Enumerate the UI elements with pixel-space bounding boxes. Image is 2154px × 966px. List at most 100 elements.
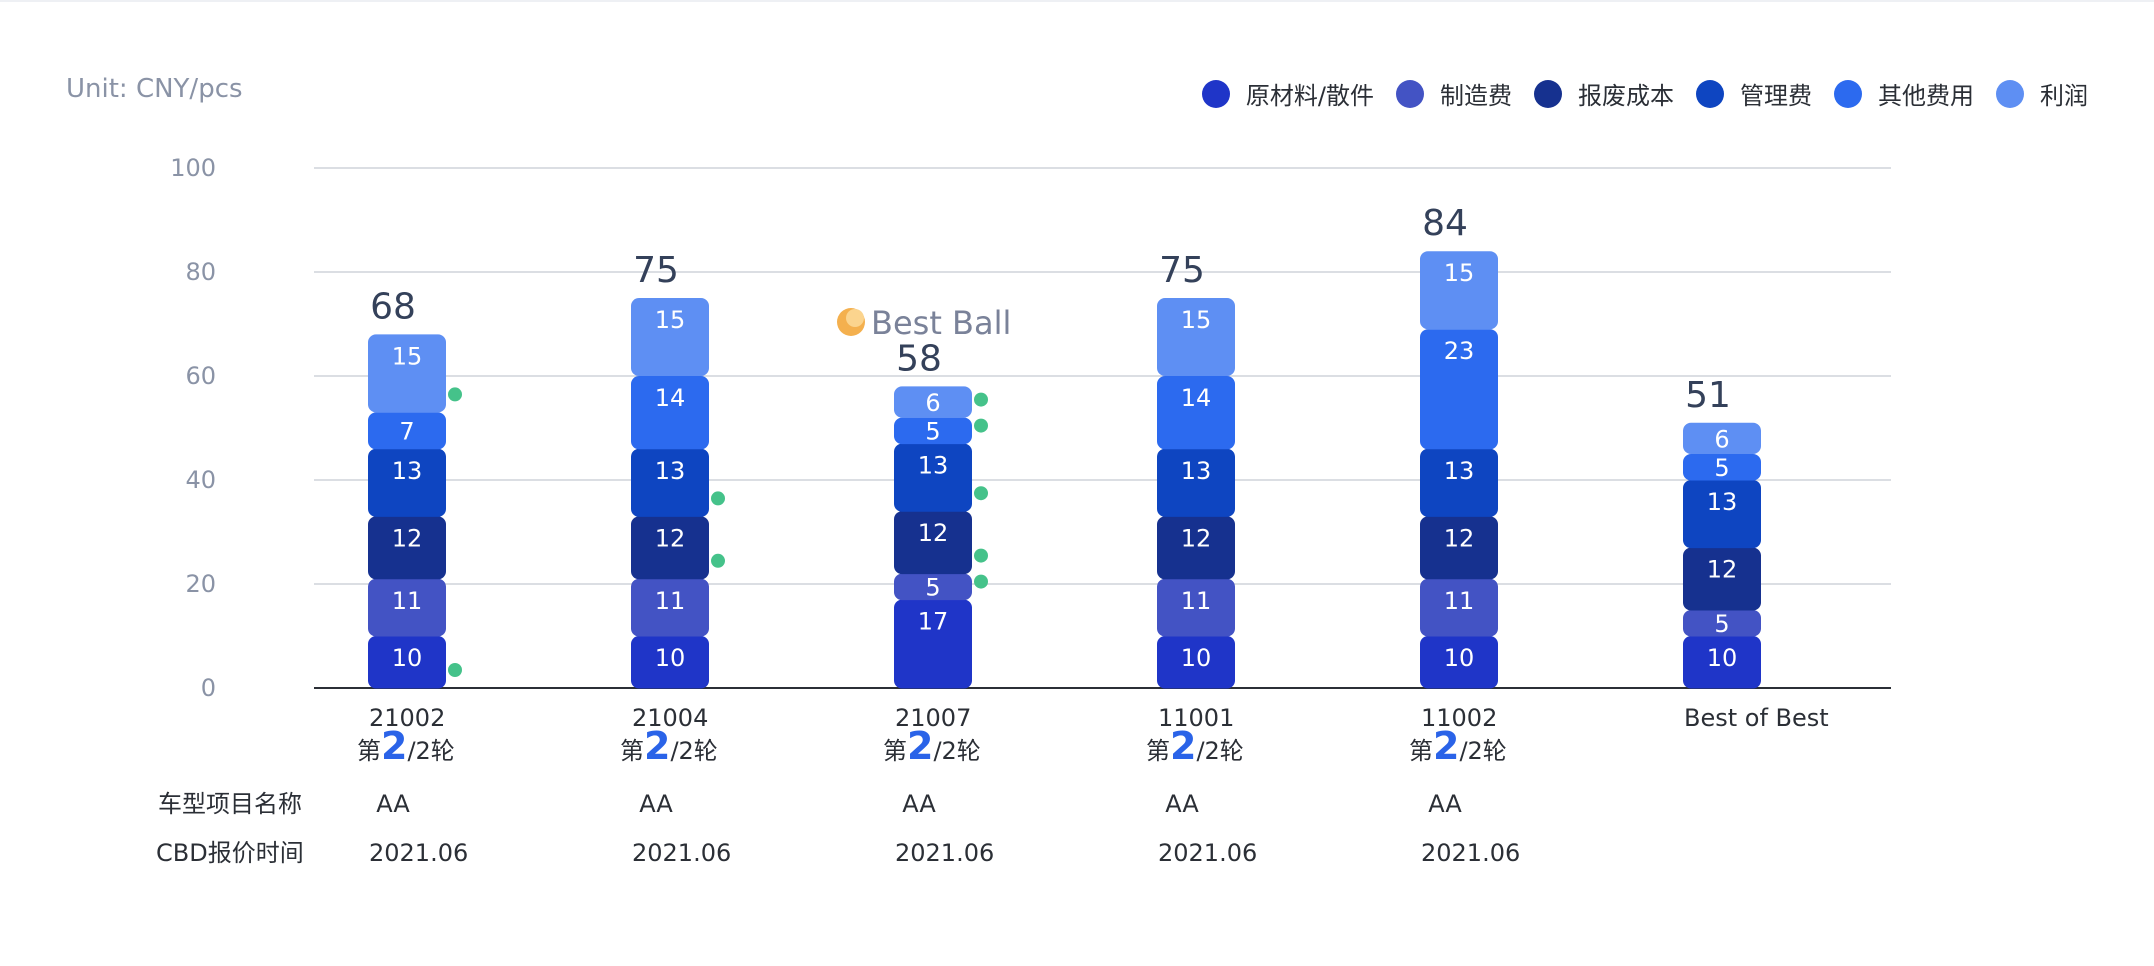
round-label: 第2/2轮 (357, 724, 455, 768)
legend-item[interactable]: 报废成本 (1534, 76, 1674, 111)
vehicle-value: AA (639, 790, 673, 818)
bar-segment (1420, 578, 1498, 637)
segment-label: 11 (1444, 587, 1475, 615)
legend-label: 报废成本 (1578, 82, 1674, 110)
segment-label: 14 (1181, 384, 1212, 412)
y-tick-label: 40 (185, 466, 216, 494)
round-number: 2 (907, 724, 933, 768)
round-number: 2 (1170, 724, 1196, 768)
vehicle-value: AA (1165, 790, 1199, 818)
legend-item[interactable]: 利润 (1996, 76, 2088, 111)
bar-segment (368, 636, 446, 689)
best-marker-dot (448, 387, 462, 402)
segment-label: 13 (1181, 457, 1212, 485)
vehicle-row-label: 车型项目名称 (158, 790, 302, 818)
bar-segment (894, 599, 972, 689)
vehicle-value: AA (376, 790, 410, 818)
bar-segment (1683, 547, 1761, 611)
best-marker-dot (711, 491, 725, 506)
date-value: 2021.06 (369, 839, 468, 867)
best-marker-dot (974, 418, 988, 433)
bar-segment (1420, 516, 1498, 580)
y-tick-label: 0 (201, 674, 216, 702)
bar-segment (368, 448, 446, 517)
segment-label: 5 (925, 574, 940, 602)
segment-label: 17 (918, 608, 949, 636)
bar-segment (894, 443, 972, 512)
segment-label: 15 (655, 306, 686, 334)
bar-segment (1683, 422, 1761, 454)
round-prefix: 第 (883, 737, 907, 765)
segment-label: 11 (1181, 587, 1212, 615)
round-label: 第2/2轮 (883, 724, 981, 768)
bar-segment (1157, 636, 1235, 689)
segment-label: 15 (1444, 259, 1475, 287)
segment-label: 10 (1444, 644, 1475, 672)
date-value: 2021.06 (632, 839, 731, 867)
legend: 原材料/散件 制造费 报废成本 管理费 其他费用 利润 (1201, 76, 2088, 111)
bar-segment (1157, 448, 1235, 517)
segment-label: 7 (399, 418, 414, 446)
bar-segment (631, 376, 709, 450)
round-suffix: /2轮 (670, 737, 717, 765)
segment-label: 6 (1714, 425, 1729, 453)
legend-item[interactable]: 制造费 (1396, 76, 1512, 111)
round-prefix: 第 (620, 737, 644, 765)
best-marker-dot (974, 486, 988, 501)
segment-label: 5 (925, 418, 940, 446)
bar-segment (631, 298, 709, 376)
segment-label: 12 (1707, 556, 1738, 584)
legend-item[interactable]: 原材料/散件 (1201, 76, 1374, 111)
legend-label: 原材料/散件 (1245, 82, 1374, 110)
legend-label: 管理费 (1740, 82, 1812, 110)
vehicle-value: AA (902, 790, 936, 818)
date-value: 2021.06 (1421, 839, 1520, 867)
round-number: 2 (381, 724, 407, 768)
category-label: 21004 (632, 704, 708, 732)
legend-item[interactable]: 管理费 (1696, 76, 1812, 111)
best-marker-dot (974, 548, 988, 563)
round-prefix: 第 (1409, 737, 1433, 765)
bar-segment (631, 578, 709, 637)
segment-label: 5 (1714, 610, 1729, 638)
total-label: 75 (633, 250, 679, 291)
bar-segment (1157, 298, 1235, 376)
bar-segment (368, 334, 446, 413)
legend-item[interactable]: 其他费用 (1834, 76, 1974, 111)
round-label: 第2/2轮 (620, 724, 718, 768)
total-label: 68 (370, 286, 416, 327)
segment-label: 12 (1181, 524, 1212, 552)
bar-segment (1157, 516, 1235, 580)
legend-swatch (1834, 79, 1862, 108)
category-label: 11001 (1158, 704, 1234, 732)
segment-label: 5 (1714, 454, 1729, 482)
legend-swatch (1534, 79, 1562, 108)
date-value: 2021.06 (1158, 839, 1257, 867)
segment-label: 23 (1444, 337, 1475, 365)
bar-segment (1157, 578, 1235, 637)
bar-segment (368, 578, 446, 637)
y-tick-label: 100 (170, 154, 216, 182)
bar-segment (894, 573, 972, 601)
y-tick-label: 60 (185, 362, 216, 390)
best-marker-dot (711, 553, 725, 568)
segment-label: 13 (1444, 457, 1475, 485)
segment-label: 11 (392, 587, 423, 615)
round-suffix: /2轮 (1196, 737, 1243, 765)
ball-icon-shine (846, 309, 864, 327)
unit-label: Unit: CNY/pcs (66, 74, 243, 104)
round-suffix: /2轮 (933, 737, 980, 765)
segment-label: 12 (655, 524, 686, 552)
bar-segment (1683, 610, 1761, 637)
category-label: 21002 (369, 704, 445, 732)
segment-label: 11 (655, 587, 686, 615)
bar-segment (631, 516, 709, 580)
bar-segment (894, 417, 972, 445)
bar-segment (368, 516, 446, 580)
date-value: 2021.06 (895, 839, 994, 867)
best-marker-dot (974, 392, 988, 407)
bar-segment (894, 386, 972, 418)
round-suffix: /2轮 (1459, 737, 1506, 765)
